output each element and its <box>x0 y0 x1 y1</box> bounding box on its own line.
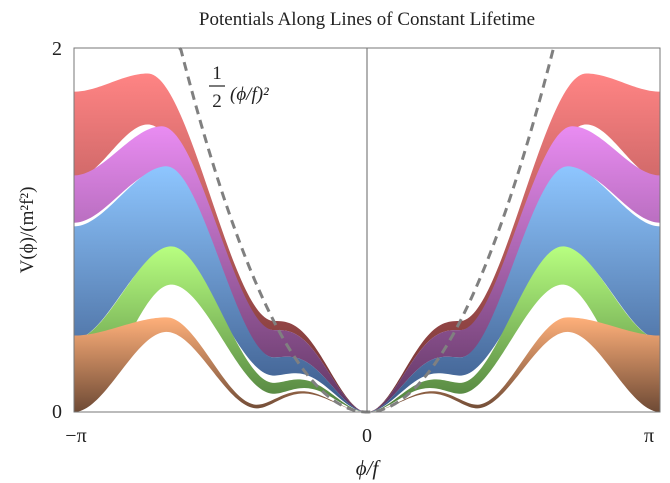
x-tick-label-min: −π <box>65 425 86 447</box>
chart-title: Potentials Along Lines of Constant Lifet… <box>199 9 535 30</box>
potential-band-2-right <box>367 166 660 412</box>
potential-band-2-left <box>74 166 367 412</box>
potential-band-1-right <box>367 246 660 412</box>
potential-band-1-left <box>74 246 367 412</box>
y-axis-label: V(ϕ)/(m²f²) <box>17 187 38 274</box>
annotation-expression: (ϕ/f)² <box>230 84 269 105</box>
x-tick-label-zero: 0 <box>362 425 372 447</box>
x-axis-label: ϕ/f <box>356 456 382 480</box>
y-tick-label-min: 0 <box>52 401 62 423</box>
x-tick-label-max: π <box>644 425 654 447</box>
y-tick-label-max: 2 <box>52 38 62 60</box>
bands-layer <box>74 73 660 412</box>
axis-ticks <box>73 47 661 413</box>
plot-frame <box>73 47 661 413</box>
